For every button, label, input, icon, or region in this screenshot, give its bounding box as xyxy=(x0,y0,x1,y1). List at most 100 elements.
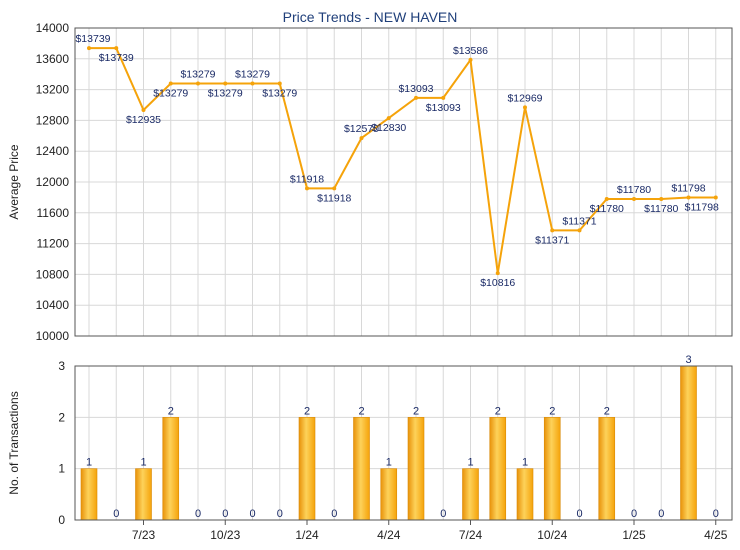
transaction-bar xyxy=(516,468,534,521)
transaction-bar-label: 0 xyxy=(576,508,582,520)
price-y-tick-label: 13600 xyxy=(36,52,70,66)
transaction-bar-label: 0 xyxy=(331,508,337,520)
transaction-bar-label: 2 xyxy=(358,405,364,417)
price-line-series xyxy=(89,47,716,274)
transactions-data-labels: 1 0 1 2 0 0 0 0 2 0 2 1 2 0 1 2 1 2 0 2 0 0 3 0 xyxy=(86,354,719,520)
price-data-label: $11780 xyxy=(590,203,624,215)
price-point xyxy=(604,196,609,201)
date-tick-label: 1/24 xyxy=(295,528,319,542)
transaction-bar xyxy=(680,365,697,521)
transaction-bar-label: 2 xyxy=(495,405,501,417)
date-tick-label: 1/25 xyxy=(622,528,646,542)
date-tick-label: 7/24 xyxy=(459,528,483,542)
transaction-bar-label: 1 xyxy=(467,457,473,469)
price-data-label: $13279 xyxy=(262,88,297,100)
price-y-axis-label: Average Price xyxy=(7,144,21,219)
price-data-label: $13279 xyxy=(153,88,188,100)
transaction-bar-label: 2 xyxy=(604,405,610,417)
price-data-label: $12969 xyxy=(507,92,542,104)
date-tick-label: 4/24 xyxy=(377,528,401,542)
price-y-tick-label: 12000 xyxy=(36,175,70,189)
date-tick-label: 10/23 xyxy=(210,528,240,542)
price-y-tick-label: 12800 xyxy=(36,113,70,127)
price-data-label: $11780 xyxy=(644,203,678,215)
price-point xyxy=(305,186,309,191)
date-tick-label: 10/24 xyxy=(537,528,567,542)
price-y-tick-label: 12400 xyxy=(36,144,70,158)
transaction-bar xyxy=(380,468,398,521)
price-data-label: $12830 xyxy=(371,122,406,134)
price-y-ticks: 10000 10400 10800 11200 11600 12000 12400 12800… xyxy=(36,21,70,343)
date-tick-label: 7/23 xyxy=(132,528,156,542)
price-y-tick-label: 13200 xyxy=(36,83,70,97)
price-point xyxy=(223,81,228,86)
price-data-label: $13739 xyxy=(75,33,110,45)
price-point xyxy=(168,81,173,86)
price-point xyxy=(713,195,718,200)
transaction-bar-label: 1 xyxy=(522,457,528,469)
transactions-y-tick-label: 3 xyxy=(58,359,65,373)
transactions-bars xyxy=(80,365,697,521)
price-data-label: $11918 xyxy=(290,173,324,185)
price-point xyxy=(441,95,446,100)
price-y-tick-label: 11600 xyxy=(37,206,70,220)
price-y-tick-label: 11200 xyxy=(37,237,70,251)
price-point xyxy=(659,196,664,201)
price-data-label: $11798 xyxy=(671,183,705,195)
transactions-y-ticks: 0 1 2 3 xyxy=(58,359,65,527)
transaction-bar-label: 1 xyxy=(386,457,392,469)
transaction-bar-label: 1 xyxy=(86,457,92,469)
price-line xyxy=(89,47,716,274)
transaction-bar-label: 2 xyxy=(304,405,310,417)
transaction-bar-label: 1 xyxy=(140,457,146,469)
transaction-bar-label: 0 xyxy=(195,508,201,520)
transaction-bar-label: 0 xyxy=(440,508,446,520)
price-data-label: $13586 xyxy=(453,45,488,57)
price-point xyxy=(87,46,91,51)
price-data-label: $13093 xyxy=(398,83,433,95)
price-data-label: $11371 xyxy=(562,215,596,227)
date-tick-label: 4/25 xyxy=(704,528,728,542)
price-point xyxy=(414,95,418,100)
price-data-label: $13279 xyxy=(208,88,243,100)
price-point xyxy=(196,81,200,86)
price-y-tick-label: 10800 xyxy=(36,267,70,281)
price-grid xyxy=(75,27,732,337)
price-plot-frame xyxy=(74,27,733,337)
transaction-bar xyxy=(162,417,180,521)
transaction-bar-label: 0 xyxy=(222,508,228,520)
price-point xyxy=(114,46,119,51)
transactions-y-tick-label: 1 xyxy=(58,462,65,476)
transaction-bar xyxy=(489,417,507,521)
chart-title: Price Trends - NEW HAVEN xyxy=(283,9,458,25)
transaction-bar xyxy=(353,417,370,521)
transaction-bar xyxy=(462,468,479,521)
transaction-bar-label: 0 xyxy=(713,508,719,520)
transactions-plot-frame xyxy=(74,365,733,521)
transaction-bar xyxy=(543,417,561,521)
transaction-bar-label: 0 xyxy=(249,508,255,520)
price-data-label: $10816 xyxy=(480,277,515,289)
transactions-y-tick-label: 2 xyxy=(58,410,65,424)
transaction-bar xyxy=(135,468,152,521)
transaction-bar-label: 3 xyxy=(685,354,691,366)
price-point xyxy=(277,81,282,86)
price-point xyxy=(550,228,555,233)
transactions-y-tick-label: 0 xyxy=(58,513,65,527)
transaction-bar xyxy=(407,417,425,521)
price-data-label: $13093 xyxy=(426,102,461,114)
transaction-bar xyxy=(598,417,616,521)
price-point xyxy=(468,57,473,62)
transactions-y-axis-label: No. of Transactions xyxy=(7,391,21,494)
price-data-label: $13739 xyxy=(99,52,134,64)
price-point xyxy=(523,105,527,110)
price-data-label: $13279 xyxy=(180,69,215,81)
price-data-label: $12570 xyxy=(344,123,379,135)
price-data-label: $11371 xyxy=(535,234,569,246)
price-point xyxy=(495,271,500,276)
transaction-bar-label: 2 xyxy=(549,405,555,417)
transaction-bar-label: 0 xyxy=(631,508,637,520)
price-data-label: $11798 xyxy=(685,202,719,214)
price-points xyxy=(87,46,718,276)
